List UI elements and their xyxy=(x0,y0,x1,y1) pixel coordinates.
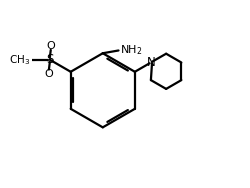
Text: O: O xyxy=(46,41,55,51)
Text: CH$_3$: CH$_3$ xyxy=(9,53,30,67)
Text: N: N xyxy=(146,56,155,69)
Text: S: S xyxy=(46,53,54,66)
Text: NH$_2$: NH$_2$ xyxy=(120,44,143,57)
Text: O: O xyxy=(44,69,53,79)
